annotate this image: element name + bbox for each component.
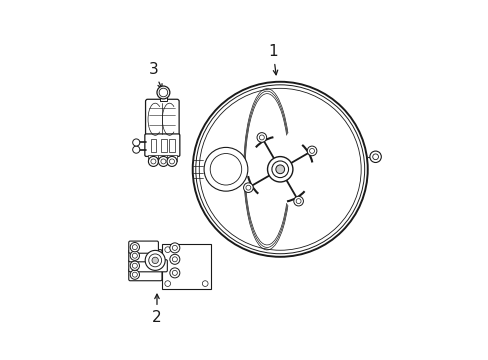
Circle shape [195, 85, 364, 254]
Circle shape [132, 272, 137, 277]
Circle shape [275, 165, 284, 174]
Circle shape [369, 151, 381, 162]
Circle shape [158, 157, 168, 166]
Text: 3: 3 [148, 62, 162, 89]
Circle shape [148, 157, 158, 166]
FancyBboxPatch shape [128, 249, 162, 262]
Circle shape [169, 159, 174, 164]
Circle shape [164, 247, 170, 252]
Circle shape [130, 243, 139, 252]
Circle shape [159, 88, 167, 97]
Circle shape [259, 135, 264, 140]
FancyBboxPatch shape [128, 260, 167, 272]
Circle shape [130, 261, 139, 270]
Circle shape [296, 199, 301, 203]
Circle shape [169, 243, 180, 253]
Bar [169, 139, 175, 152]
Circle shape [130, 251, 139, 260]
Circle shape [132, 146, 140, 153]
Circle shape [306, 146, 316, 156]
Bar [148, 155, 158, 161]
Circle shape [169, 268, 180, 278]
Bar [161, 139, 166, 152]
Circle shape [203, 147, 247, 191]
Circle shape [145, 250, 165, 270]
Circle shape [257, 132, 266, 142]
Circle shape [172, 257, 177, 262]
Circle shape [130, 270, 139, 279]
Text: 2: 2 [152, 294, 162, 325]
Circle shape [210, 153, 241, 185]
FancyBboxPatch shape [128, 269, 162, 281]
Bar [162, 244, 210, 289]
Circle shape [309, 148, 314, 153]
Bar [166, 155, 177, 161]
Bar [150, 139, 156, 152]
Circle shape [271, 161, 288, 177]
Circle shape [199, 88, 361, 250]
FancyBboxPatch shape [144, 134, 180, 157]
Circle shape [202, 281, 207, 287]
Circle shape [172, 246, 177, 250]
Circle shape [157, 86, 169, 99]
Circle shape [267, 157, 292, 182]
Circle shape [161, 159, 165, 164]
Circle shape [293, 196, 303, 206]
Circle shape [166, 157, 177, 166]
Circle shape [192, 82, 367, 257]
Circle shape [372, 154, 378, 159]
Circle shape [148, 254, 162, 267]
Circle shape [152, 257, 158, 264]
Circle shape [151, 159, 156, 164]
Circle shape [169, 254, 180, 264]
Circle shape [132, 139, 140, 146]
Circle shape [132, 245, 137, 249]
Circle shape [243, 183, 253, 193]
Bar [160, 93, 166, 102]
Text: 1: 1 [268, 44, 277, 75]
Circle shape [132, 253, 137, 258]
Circle shape [164, 281, 170, 287]
Circle shape [245, 185, 250, 190]
FancyBboxPatch shape [145, 99, 179, 138]
Bar [158, 155, 168, 161]
Circle shape [132, 263, 137, 268]
Circle shape [172, 270, 177, 275]
FancyBboxPatch shape [128, 241, 158, 253]
